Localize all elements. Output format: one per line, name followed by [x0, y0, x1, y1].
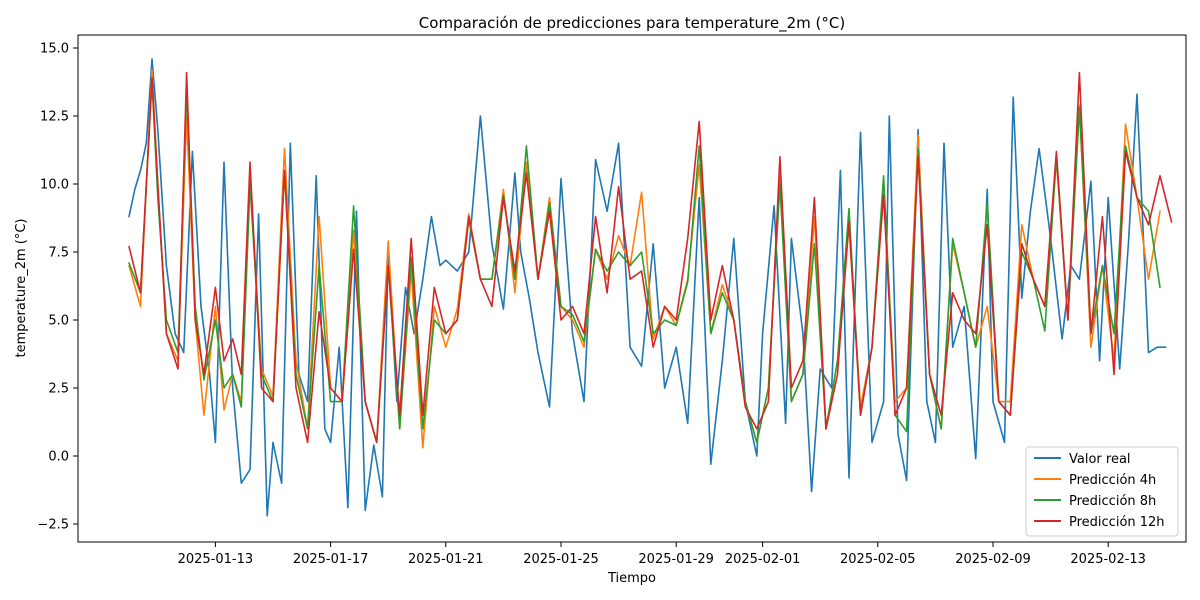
- y-axis-label: temperature_2m (°C): [14, 218, 29, 357]
- legend-label-3: Predicción 12h: [1069, 515, 1165, 530]
- x-tick-label: 2025-02-13: [1070, 552, 1146, 567]
- plot-frame: [77, 34, 1187, 543]
- x-tick-label: 2025-01-25: [523, 552, 599, 567]
- x-tick-label: 2025-02-09: [955, 552, 1031, 567]
- y-tick-label: 2.5: [48, 382, 69, 397]
- y-tick-label: 12.5: [40, 110, 69, 125]
- y-tick-label: 5.0: [48, 314, 69, 329]
- series-line-3: [128, 71, 1173, 444]
- y-tick-label: 0.0: [48, 450, 69, 465]
- chart-title: Comparación de predicciones para tempera…: [419, 14, 845, 33]
- x-tick-label: 2025-01-29: [638, 552, 714, 567]
- x-tick-label: 2025-02-05: [840, 552, 916, 567]
- x-tick-label: 2025-01-21: [408, 552, 484, 567]
- y-axis: −2.5 0.0 2.5 5.0 7.5 10.0 12.5 15.0: [37, 42, 78, 533]
- x-axis: 2025-01-13 2025-01-17 2025-01-21 2025-01-25…: [178, 542, 1146, 567]
- legend-frame: [1025, 446, 1179, 537]
- y-tick-label: 7.5: [48, 246, 69, 261]
- x-tick-label: 2025-01-17: [293, 552, 369, 567]
- series-line-0: [128, 58, 1167, 517]
- x-tick-label: 2025-02-01: [725, 552, 801, 567]
- x-axis-label: Tiempo: [607, 571, 656, 586]
- legend-label-1: Predicción 4h: [1069, 473, 1156, 488]
- legend: Valor real Predicción 4h Predicción 8h Pred…: [1025, 446, 1179, 537]
- y-tick-label: −2.5: [37, 518, 69, 533]
- x-tick-label: 2025-01-13: [178, 552, 254, 567]
- legend-label-0: Valor real: [1069, 452, 1131, 467]
- series-layer: [128, 58, 1173, 517]
- y-tick-label: 10.0: [40, 178, 69, 193]
- y-tick-label: 15.0: [40, 42, 69, 57]
- legend-label-2: Predicción 8h: [1069, 494, 1156, 509]
